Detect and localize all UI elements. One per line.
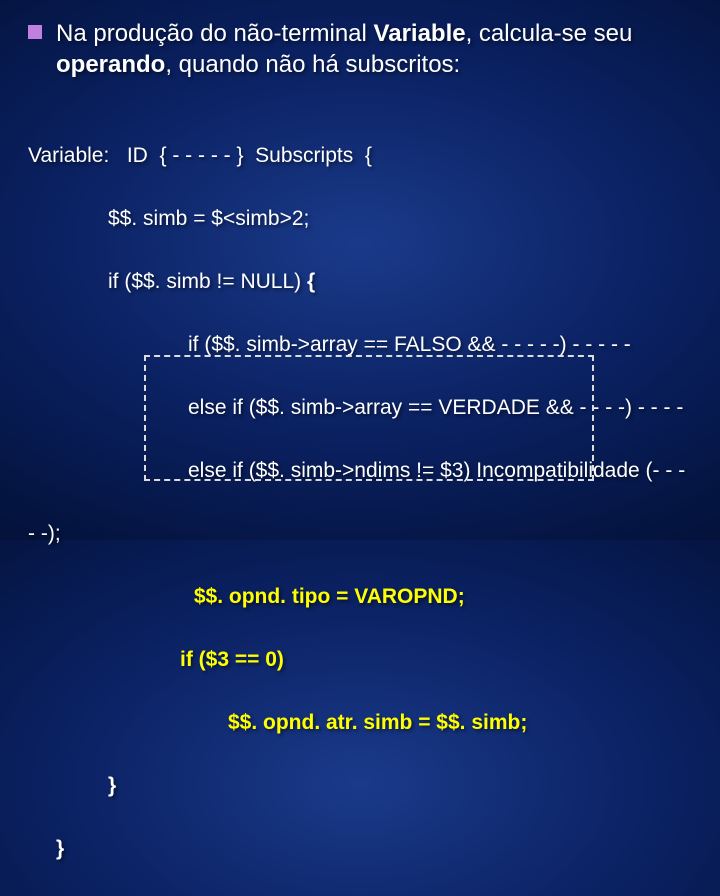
header-row: Na produção do não-terminal Variable, ca… [28,18,692,80]
code-line-3: if ($$. simb != NULL) { [28,266,692,298]
code-line-4: if ($$. simb->array == FALSO && - - - - … [28,329,692,361]
code-line-6b: - -); [28,518,692,550]
code-line-3b: { [307,270,315,293]
code-line-5: else if ($$. simb->array == VERDADE && -… [28,392,692,424]
code-line-2: $$. simb = $<simb>2; [28,203,692,235]
highlight-line-1: $$. opnd. tipo = VAROPND; [28,581,692,613]
code-close-2: } [28,833,692,865]
header-bold2: operando [56,51,165,78]
highlight-line-2: if ($3 == 0) [28,644,692,676]
code-line-6: else if ($$. simb->ndims != $3) Incompat… [28,455,692,487]
header-pre: Na produção do não-terminal [56,20,374,47]
highlight-line-3: $$. opnd. atr. simb = $$. simb; [28,707,692,739]
header-text: Na produção do não-terminal Variable, ca… [56,18,632,80]
code-line-3a: if ($$. simb != NULL) [108,270,307,293]
header-bold1: Variable [374,20,466,47]
bullet-icon [28,25,42,39]
code-line-1: Variable: ID { - - - - - } Subscripts { [28,140,692,172]
header-mid1: , calcula-se seu [466,20,633,47]
code-block: Variable: ID { - - - - - } Subscripts { … [28,108,692,896]
code-close-1: } [28,770,692,802]
header-post: , quando não há subscritos: [165,51,460,78]
